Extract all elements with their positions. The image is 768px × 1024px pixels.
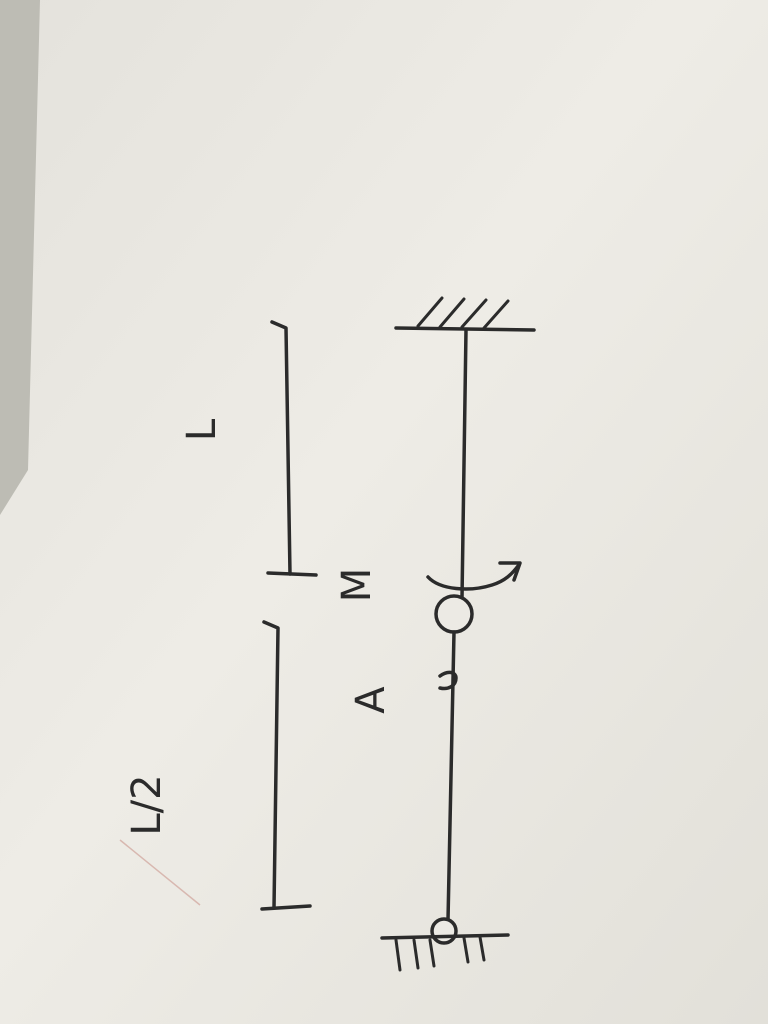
label-upper-length: L [179,418,225,441]
dimension-upper [270,320,292,576]
fixed-support-hatch [416,296,510,330]
moment-arrow [426,564,520,591]
moment-arrowhead [498,561,522,582]
beam-lower [446,630,456,922]
dimension-lower-end [260,904,312,911]
label-lower-length: L/2 [124,774,170,835]
pin-support-hatch [394,935,486,972]
pin-support [430,917,458,945]
dimension-upper-end [266,571,318,577]
label-point-a: A [348,686,394,714]
pencil-mark [119,839,201,906]
structure [260,296,536,972]
dimension-lower [262,620,280,910]
hinge [434,594,474,634]
pin-support-base [380,933,510,940]
point-a-marker [438,670,458,691]
beam-upper [460,328,468,600]
label-moment: M [334,568,380,603]
